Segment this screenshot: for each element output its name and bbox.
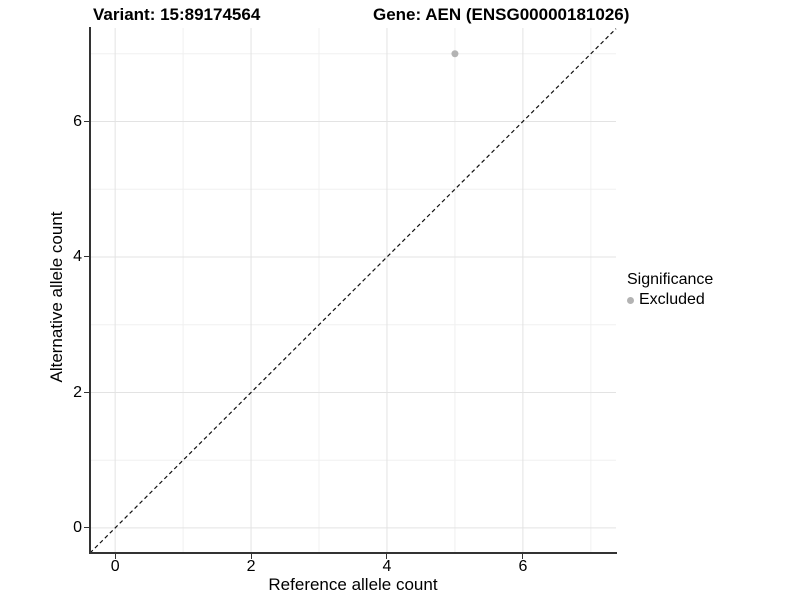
y-tick-mark — [84, 391, 89, 393]
y-tick-label: 2 — [73, 383, 82, 401]
x-tick-label: 4 — [382, 558, 392, 575]
x-axis-title: Reference allele count — [268, 575, 438, 594]
x-tick-label: 2 — [246, 558, 256, 575]
legend-entry-excluded: Excluded — [627, 291, 713, 309]
y-tick-mark — [84, 256, 89, 258]
y-tick-mark — [84, 527, 89, 529]
legend-title: Significance — [627, 271, 714, 288]
legend-entry-label: Excluded — [639, 291, 705, 308]
y-tick-label: 4 — [73, 248, 82, 266]
data-point — [451, 50, 459, 58]
y-axis-line — [89, 27, 91, 554]
title-variant: Variant: 15:89174564 — [93, 5, 261, 24]
title-gene: Gene: AEN (ENSG00000181026) — [373, 5, 630, 24]
identity-line — [89, 28, 617, 554]
legend: Significance Excluded — [627, 271, 713, 309]
x-tick-label: 6 — [518, 558, 528, 575]
x-tick-mark — [522, 554, 524, 559]
y-tick-mark — [84, 120, 89, 122]
x-tick-label: 0 — [110, 558, 120, 575]
y-tick-label: 6 — [73, 112, 82, 130]
x-tick-mark — [250, 554, 252, 559]
x-tick-mark — [114, 554, 116, 559]
y-axis-title: Alternative allele count — [47, 211, 66, 383]
y-tick-label: 0 — [73, 519, 82, 537]
x-axis-line — [89, 552, 617, 554]
legend-key-dot-icon — [627, 296, 634, 304]
x-tick-mark — [386, 554, 388, 559]
